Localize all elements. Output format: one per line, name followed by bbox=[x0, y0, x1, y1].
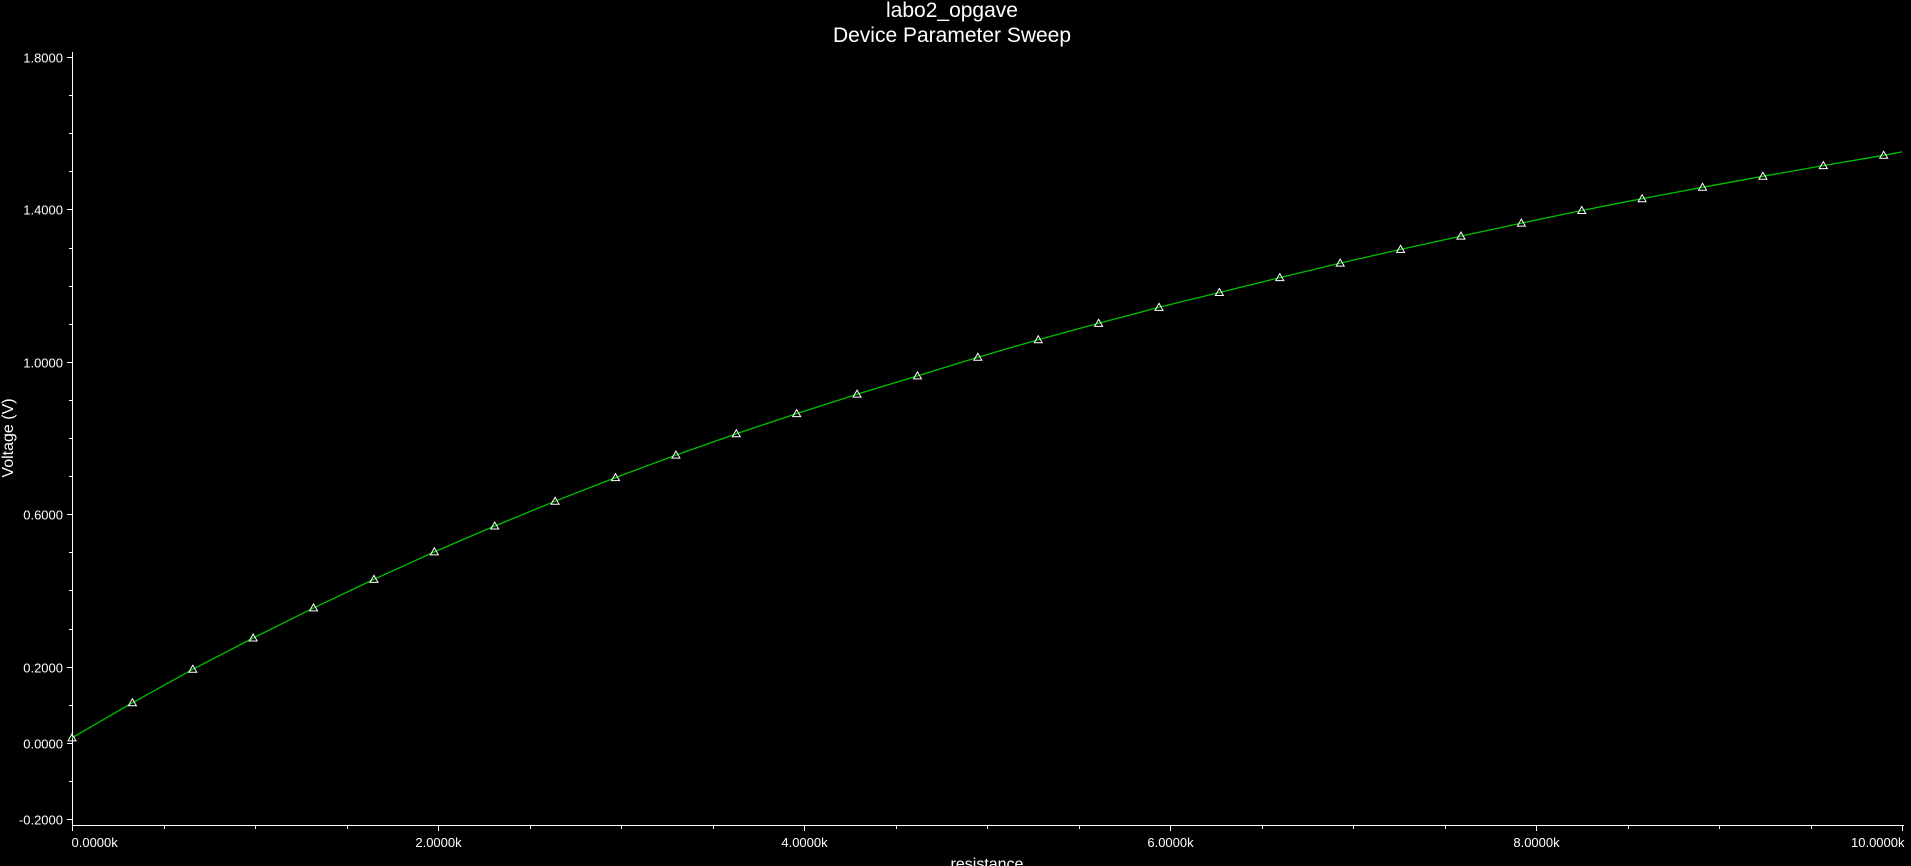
data-point-marker bbox=[1093, 318, 1104, 327]
data-point-marker bbox=[912, 370, 923, 380]
x-tick-label: 10.0000k bbox=[1851, 835, 1905, 850]
data-point-marker bbox=[972, 352, 983, 361]
data-point-marker bbox=[67, 732, 77, 742]
x-tick-label: 0.0000k bbox=[72, 835, 119, 850]
chart-subtitle: Device Parameter Sweep bbox=[833, 24, 1071, 47]
y-tick-label: 1.8000 bbox=[23, 51, 63, 66]
data-point-marker bbox=[489, 521, 500, 530]
data-point-marker bbox=[791, 408, 802, 418]
data-point-marker bbox=[1758, 171, 1768, 180]
x-ticks-group bbox=[72, 826, 1903, 831]
data-point-marker bbox=[1033, 334, 1044, 344]
data-point-marker bbox=[1516, 218, 1527, 227]
data-point-marker bbox=[1335, 258, 1346, 267]
y-tick-label: -0.2000 bbox=[19, 813, 63, 828]
data-point-marker bbox=[852, 389, 862, 398]
data-point-marker bbox=[1637, 193, 1648, 203]
data-point-marker bbox=[369, 574, 379, 583]
data-point-marker bbox=[1214, 287, 1225, 296]
data-point-marker bbox=[1576, 205, 1587, 215]
data-point-marker bbox=[1274, 272, 1285, 282]
data-point-marker bbox=[127, 697, 138, 707]
y-ticks-group bbox=[67, 57, 72, 820]
data-point-marker bbox=[1154, 302, 1164, 311]
data-point-marker bbox=[429, 546, 440, 556]
y-axis-label: Voltage (V) bbox=[0, 398, 17, 477]
x-tick-label: 2.0000k bbox=[415, 835, 462, 850]
data-point-marker bbox=[1878, 150, 1889, 159]
series-line bbox=[71, 151, 1903, 739]
data-point-marker bbox=[610, 472, 621, 482]
chart-title: labo2_opgave bbox=[886, 0, 1018, 22]
y-tick-label: 0.0000 bbox=[23, 737, 63, 752]
data-point-marker bbox=[1697, 182, 1708, 191]
data-point-marker bbox=[550, 496, 560, 505]
x-axis-label: resistance bbox=[951, 856, 1024, 866]
data-point-marker bbox=[731, 428, 742, 438]
y-tick-label: 1.4000 bbox=[23, 203, 63, 218]
data-point-marker bbox=[671, 450, 681, 459]
x-tick-labels: 0.0000k 2.0000k 4.0000k 6.0000k 8.0000k 10.00… bbox=[72, 835, 1905, 850]
y-tick-label: 0.2000 bbox=[23, 661, 63, 676]
y-tick-label: 0.6000 bbox=[23, 508, 63, 523]
x-tick-label: 6.0000k bbox=[1147, 835, 1194, 850]
x-tick-label: 8.0000k bbox=[1513, 835, 1560, 850]
series-group bbox=[67, 150, 1903, 742]
data-point-marker bbox=[1818, 160, 1829, 170]
data-point-marker bbox=[248, 633, 259, 642]
y-tick-labels: -0.2000 0.0000 0.2000 0.6000 1.0000 1.4000 1.8… bbox=[19, 51, 63, 828]
data-point-marker bbox=[308, 602, 319, 612]
data-point-marker bbox=[1395, 244, 1406, 253]
data-point-marker bbox=[1456, 231, 1466, 240]
data-point-marker bbox=[187, 664, 198, 673]
y-tick-label: 1.0000 bbox=[23, 356, 63, 371]
axes-group bbox=[72, 52, 1904, 826]
x-tick-label: 4.0000k bbox=[781, 835, 828, 850]
